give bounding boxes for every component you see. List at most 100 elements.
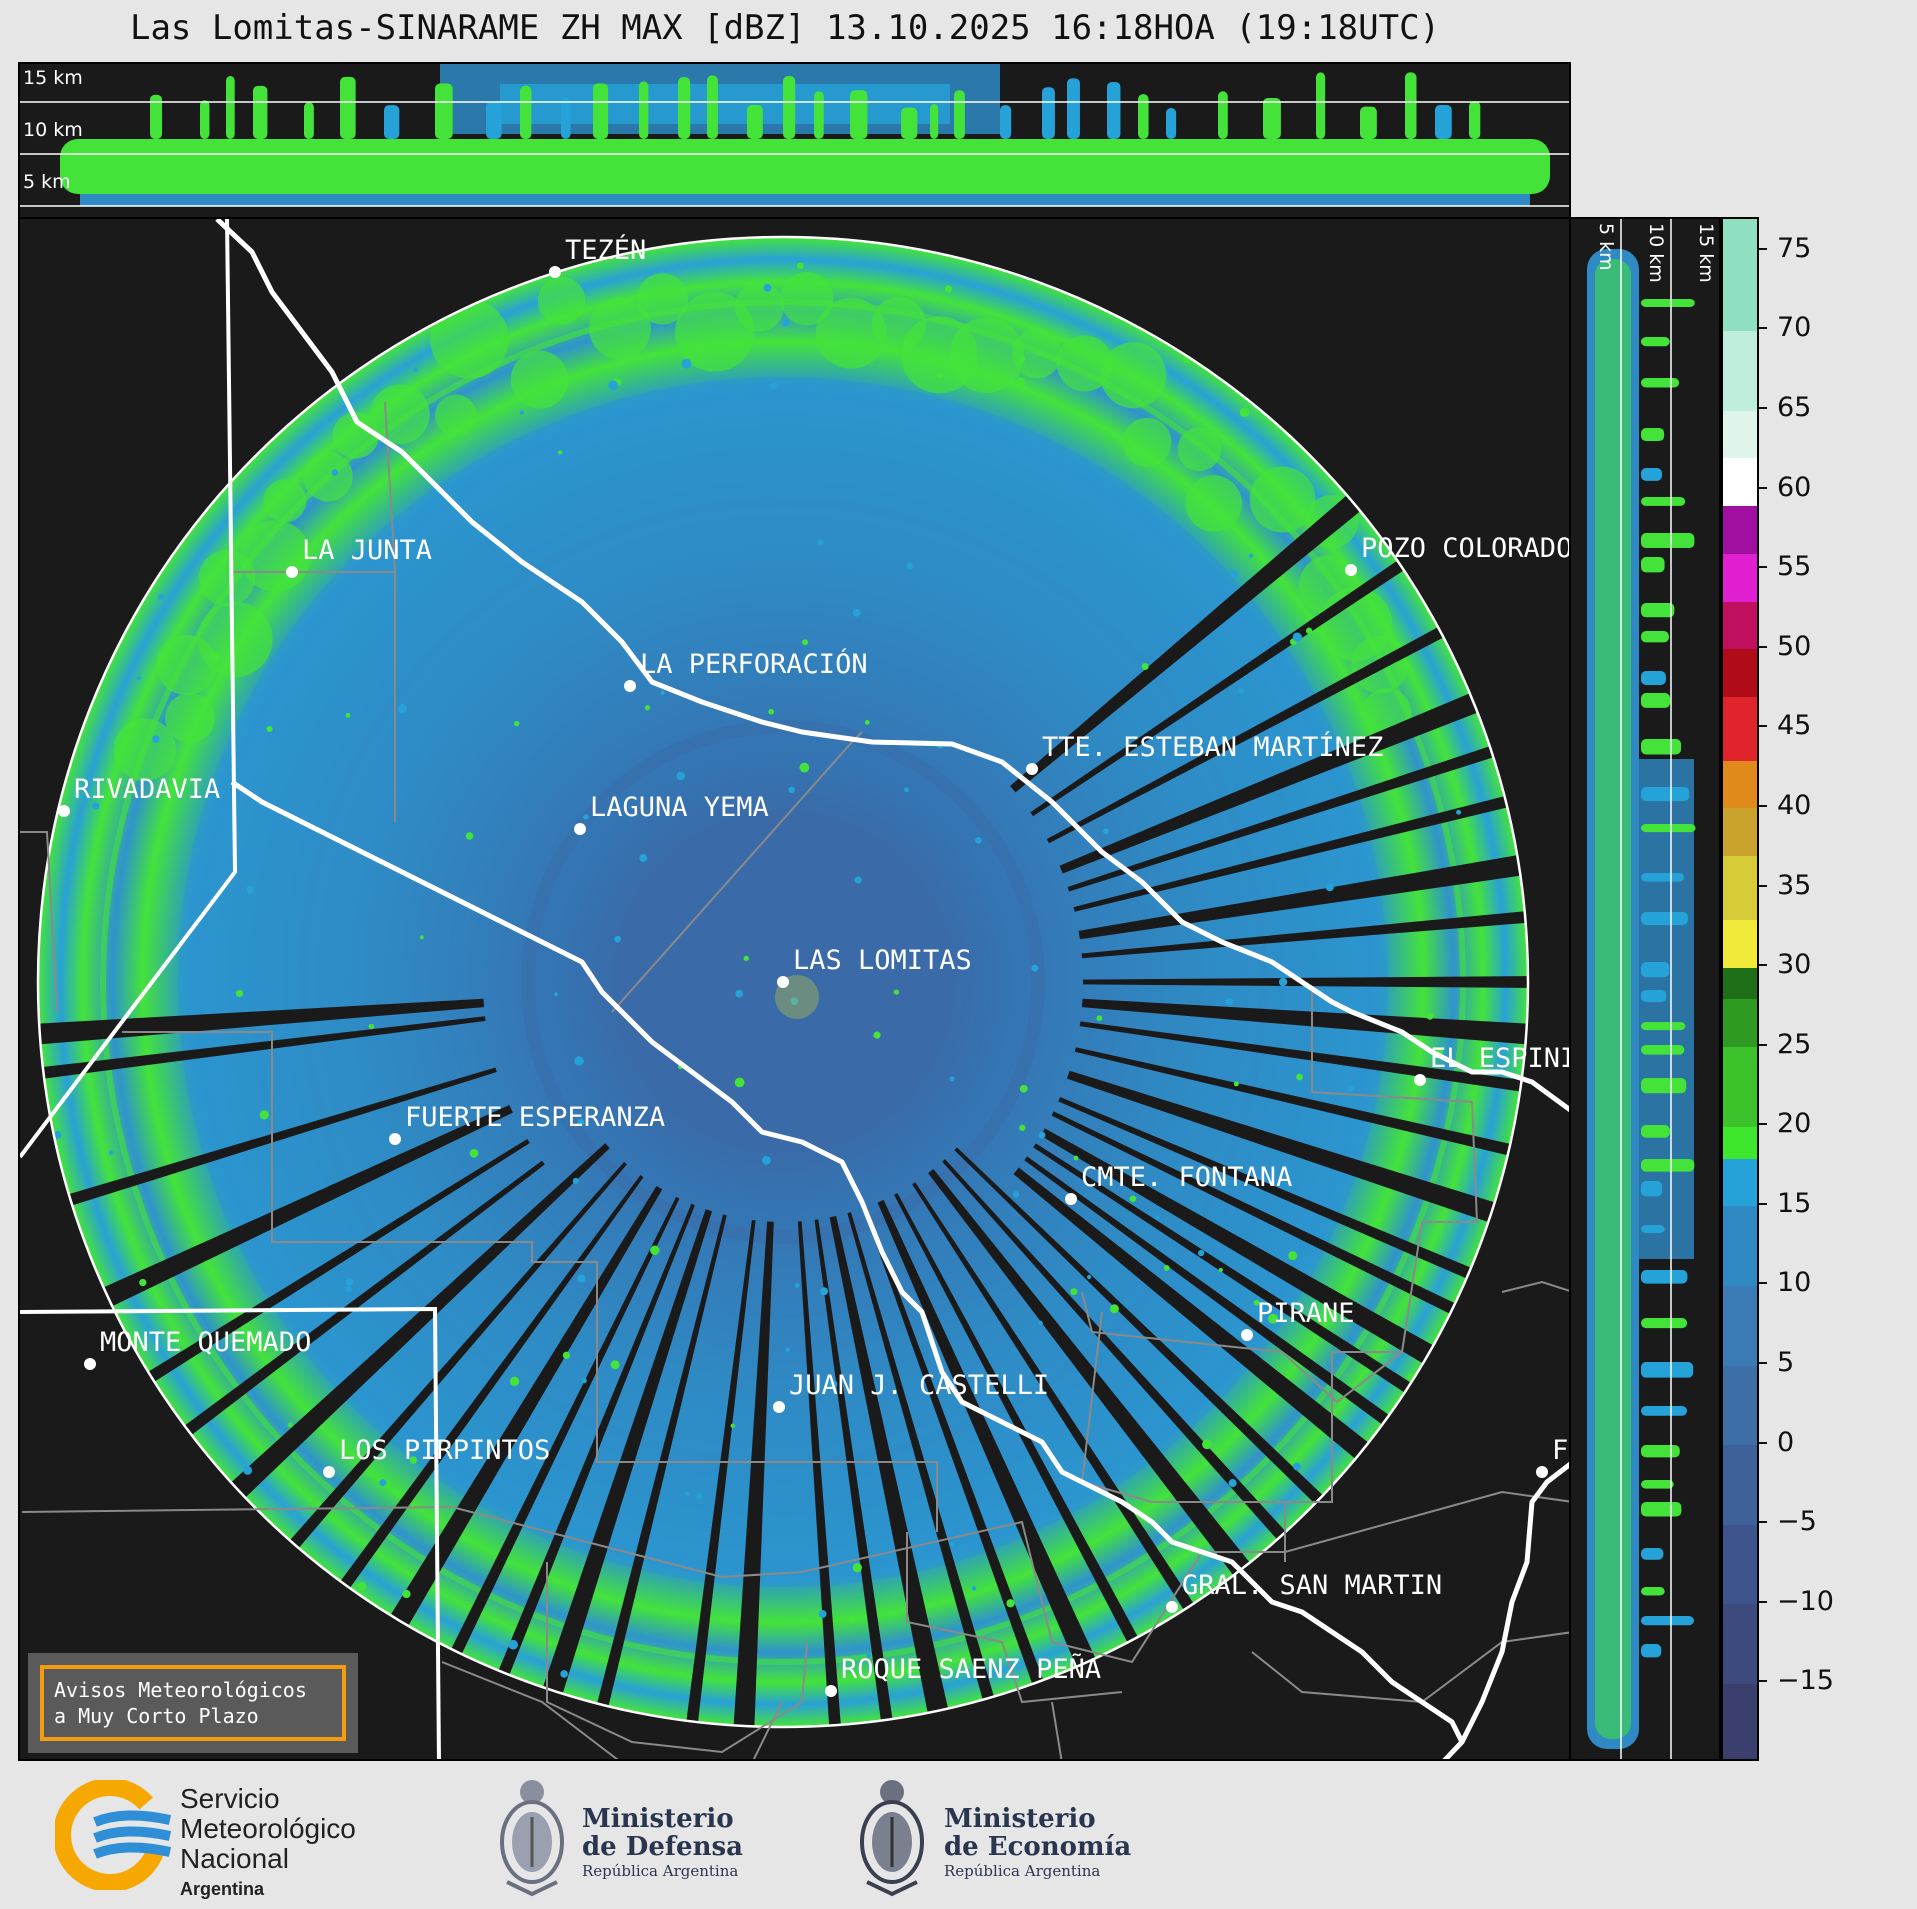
city-label: FORMOSA — [1552, 1435, 1571, 1466]
city-label: LA PERFORACIÓN — [640, 648, 868, 680]
echo-speckle — [152, 735, 160, 743]
echo-speckle — [554, 992, 559, 997]
side-blob — [1641, 603, 1675, 618]
city-marker[interactable]: TEZÉN — [549, 234, 646, 278]
blockage-wedge — [942, 1159, 1323, 1581]
city-marker[interactable]: FUERTE ESPERANZA — [389, 1102, 665, 1145]
city-marker[interactable]: EL ESPINILLO — [1414, 1043, 1571, 1086]
tick-mark — [1759, 1441, 1767, 1444]
green-echo-patch — [589, 297, 652, 360]
profile-blue-base — [80, 194, 1530, 206]
green-echo-patch — [780, 272, 834, 326]
city-marker[interactable]: FORMOSA — [1536, 1435, 1571, 1478]
echo-speckle — [1225, 997, 1234, 1006]
tick-label: 60 — [1777, 471, 1812, 503]
smn-line2: Meteorológico — [180, 1813, 356, 1844]
city-marker[interactable]: LAGUNA YEMA — [574, 792, 769, 835]
echo-speckle — [1293, 1462, 1302, 1471]
side-blob — [1641, 787, 1690, 802]
echo-speckle — [1073, 1155, 1079, 1161]
city-dot — [777, 976, 789, 988]
river-paraguay — [1459, 1461, 1569, 1744]
city-marker[interactable]: LA JUNTA — [286, 535, 432, 578]
profile-blob — [486, 101, 502, 139]
city-marker[interactable]: LAS LOMITAS — [777, 945, 972, 988]
echo-speckle — [1325, 883, 1334, 892]
city-marker[interactable]: JUAN J. CASTELLI — [773, 1370, 1049, 1413]
tick-mark — [1759, 1043, 1767, 1046]
colorbar-band — [1723, 648, 1757, 698]
green-echo-patch — [815, 297, 887, 369]
city-marker[interactable]: RIVADAVIA — [58, 774, 220, 817]
blockage-wedge — [814, 1219, 901, 1727]
echo-speckle — [1278, 977, 1288, 987]
tick-mark — [1759, 1362, 1767, 1365]
tick-label: 30 — [1777, 949, 1812, 981]
city-marker[interactable]: MONTE QUEMADO — [84, 1327, 311, 1370]
border-line — [546, 1562, 808, 1754]
city-label: RIVADAVIA — [74, 774, 220, 805]
colorbar-band — [1723, 1126, 1757, 1159]
echo-speckle — [1248, 553, 1254, 558]
blockage-wedge — [1081, 998, 1528, 1049]
echo-speckle — [818, 1610, 827, 1618]
echo-speckle — [1006, 1599, 1015, 1608]
city-dot — [825, 1685, 837, 1697]
profile-blob — [930, 104, 939, 139]
border-line — [1051, 1701, 1063, 1759]
colorbar-band — [1723, 457, 1757, 506]
blockage-wedge — [1079, 1021, 1528, 1100]
echo-speckle — [734, 1077, 745, 1088]
green-echo-patch — [165, 693, 215, 743]
radar-map: TEZÉN LA JUNTA POZO COLORADO LA PERFORACIÓN… — [18, 217, 1571, 1761]
profile-blob — [1316, 72, 1326, 139]
province-border-west — [20, 219, 238, 1159]
tick-label: 25 — [1777, 1028, 1812, 1060]
border-line — [611, 731, 863, 1013]
tick-label: −15 — [1777, 1665, 1834, 1697]
province-border-southwest — [20, 1306, 441, 1759]
city-marker[interactable]: GRAL. SAN MARTIN — [1166, 1570, 1442, 1613]
map-title: Las Lomitas-SINARAME ZH MAX [dBZ] 13.10.… — [129, 8, 1441, 48]
city-marker[interactable]: PIRANE — [1241, 1298, 1355, 1341]
profile-blob — [304, 102, 314, 139]
blockage-wedge — [679, 1219, 756, 1727]
echo-speckle — [1375, 1217, 1382, 1224]
echo-speckle — [1019, 1124, 1026, 1131]
colorbar-band — [1723, 1444, 1757, 1525]
profile-green-band — [60, 139, 1550, 194]
echo-speckle — [1103, 828, 1109, 835]
border-line — [1284, 992, 1479, 1562]
rivers — [215, 219, 1569, 1759]
defensa-seal-icon — [500, 1780, 564, 1897]
side-label-10km: 10 km — [1645, 223, 1667, 283]
colorbar-band — [1723, 410, 1757, 459]
city-marker[interactable]: POZO COLORADO — [1345, 533, 1571, 576]
green-echo-patch — [332, 412, 380, 459]
tick-mark — [1759, 884, 1767, 887]
echo-speckle — [820, 1287, 829, 1296]
city-marker[interactable]: LOS PIRPINTOS — [323, 1435, 550, 1478]
city-marker[interactable]: TTE. ESTEBAN MARTÍNEZ — [1026, 731, 1383, 775]
city-marker[interactable]: ROQUE SAENZ PEÑA — [825, 1653, 1101, 1697]
echo-speckle — [1015, 377, 1025, 387]
echo-speckle — [1019, 1084, 1028, 1093]
colorbar-band — [1723, 505, 1757, 554]
city-label: TTE. ESTEBAN MARTÍNEZ — [1042, 731, 1383, 763]
city-marker[interactable]: CMTE. FONTANA — [1065, 1162, 1292, 1205]
echo-speckle — [735, 989, 744, 998]
tick-mark — [1759, 486, 1767, 489]
blockage-wedge — [1058, 1097, 1522, 1301]
echo-speckle — [1288, 1251, 1298, 1261]
green-echo-patch — [1100, 342, 1167, 409]
notice-box[interactable]: Avisos Meteorológicos a Muy Corto Plazo — [28, 1653, 358, 1753]
echo-speckle — [817, 539, 824, 546]
echo-speckle — [730, 1423, 735, 1429]
green-echo-patch — [303, 452, 353, 502]
side-blob — [1641, 299, 1695, 308]
side-blob — [1641, 739, 1682, 755]
city-marker[interactable]: LA PERFORACIÓN — [624, 648, 868, 692]
side-blue-mid — [1639, 759, 1694, 1259]
side-blob — [1641, 1644, 1662, 1658]
notice-frame[interactable]: Avisos Meteorológicos a Muy Corto Plazo — [40, 1665, 346, 1741]
